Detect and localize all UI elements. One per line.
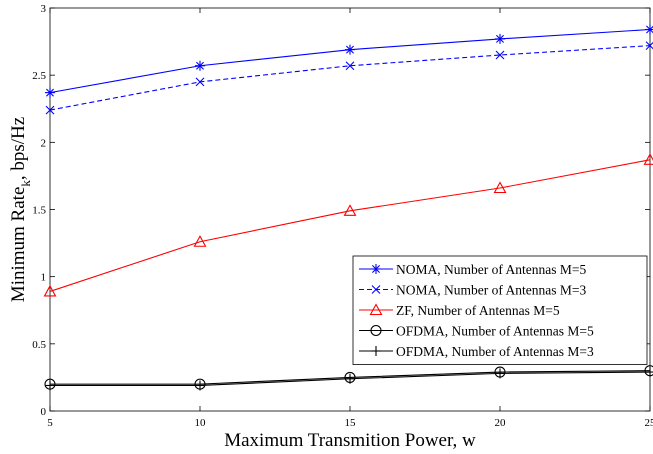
series-2 bbox=[45, 41, 653, 115]
asterisk-marker bbox=[195, 60, 205, 71]
triangle-marker bbox=[193, 235, 207, 247]
plus-marker bbox=[371, 346, 381, 356]
x-marker bbox=[45, 105, 55, 115]
x-marker bbox=[371, 285, 381, 294]
triangle-marker bbox=[369, 303, 383, 316]
y-axis-label-main: Minimum Rate bbox=[8, 187, 29, 303]
legend: NOMA, Number of Antennas M=5 NOMA, Number… bbox=[352, 255, 648, 365]
series-1 bbox=[45, 24, 653, 98]
y-axis-label-subscript: k bbox=[18, 180, 33, 187]
asterisk-marker bbox=[645, 24, 653, 35]
legend-entry: NOMA, Number of Antennas M=3 bbox=[359, 283, 586, 298]
asterisk-marker bbox=[495, 33, 505, 44]
x-tick-label: 25 bbox=[645, 417, 653, 429]
x-axis-label: Maximum Transmition Power, w bbox=[224, 430, 476, 451]
legend-label: ZF, Number of Antennas M=5 bbox=[396, 303, 560, 318]
y-tick-label: 1 bbox=[41, 272, 47, 284]
asterisk-marker bbox=[371, 264, 381, 274]
series-5 bbox=[45, 367, 653, 391]
series-layer bbox=[43, 24, 653, 391]
x-tick-label: 20 bbox=[495, 417, 507, 429]
plus-marker bbox=[195, 380, 205, 391]
triangle-marker bbox=[343, 204, 357, 216]
plus-marker bbox=[345, 373, 355, 384]
x-tick-label: 15 bbox=[345, 417, 357, 429]
y-axis-label: Minimum Ratek, bps/Hz bbox=[8, 117, 33, 302]
legend-entry: NOMA, Number of Antennas M=5 bbox=[359, 262, 586, 277]
circle-marker bbox=[370, 324, 382, 337]
legend-entry: OFDMA, Number of Antennas M=5 bbox=[359, 324, 594, 339]
plus-marker bbox=[645, 367, 653, 378]
x-tick-label: 10 bbox=[195, 417, 207, 429]
y-tick-label: 2.5 bbox=[32, 70, 46, 82]
legend-box bbox=[352, 255, 648, 365]
legend-label: OFDMA, Number of Antennas M=5 bbox=[396, 324, 594, 339]
y-tick-label: 0 bbox=[41, 406, 47, 418]
plus-marker bbox=[495, 368, 505, 379]
y-tick-label: 0.5 bbox=[32, 339, 46, 351]
x-marker bbox=[495, 50, 505, 60]
triangle-marker bbox=[493, 181, 507, 194]
y-tick-label: 3 bbox=[41, 3, 47, 15]
legend-label: NOMA, Number of Antennas M=3 bbox=[396, 283, 586, 298]
legend-entry: OFDMA, Number of Antennas M=3 bbox=[359, 344, 594, 359]
y-tick-label: 2 bbox=[41, 137, 47, 149]
x-marker bbox=[345, 61, 355, 71]
axis-ticks: 5 10 15 20 25 0 0.5 1 1.5 2 2.5 3 bbox=[32, 3, 653, 429]
plus-marker bbox=[45, 380, 55, 391]
legend-label: OFDMA, Number of Antennas M=3 bbox=[396, 344, 594, 359]
series-line bbox=[49, 159, 651, 292]
asterisk-marker bbox=[345, 44, 355, 55]
series-3 bbox=[43, 153, 653, 297]
x-tick-label: 5 bbox=[47, 417, 53, 429]
y-tick-label: 1.5 bbox=[32, 205, 46, 217]
legend-entry: ZF, Number of Antennas M=5 bbox=[359, 303, 560, 318]
x-marker bbox=[195, 77, 205, 87]
triangle-marker bbox=[43, 284, 57, 297]
legend-label: NOMA, Number of Antennas M=5 bbox=[396, 262, 586, 277]
y-axis-label-suffix: , bps/Hz bbox=[8, 117, 29, 180]
asterisk-marker bbox=[45, 87, 55, 98]
